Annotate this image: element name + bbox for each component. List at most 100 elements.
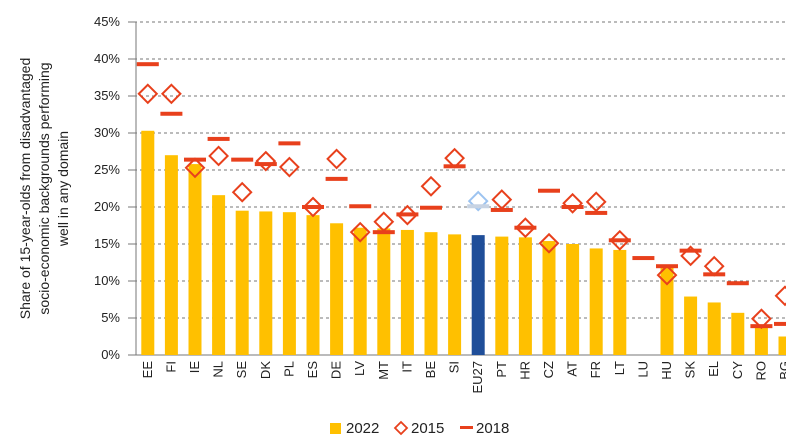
marker-diamond (467, 190, 489, 212)
bar (330, 223, 344, 355)
bar (778, 336, 786, 355)
x-tick-label: EL (706, 361, 721, 377)
marker-diamond (373, 211, 395, 233)
bar (353, 227, 367, 355)
marker-dash (608, 238, 631, 243)
x-tick-label: NL (211, 361, 226, 378)
marker-dash (490, 207, 513, 212)
marker-dash (420, 205, 442, 210)
x-tick-label: CY (730, 361, 745, 379)
y-tick-label: 15% (94, 236, 120, 251)
marker-dash (254, 162, 277, 167)
x-tick-label: SE (234, 361, 249, 379)
y-tick-label: 5% (101, 310, 120, 325)
marker-dash (514, 225, 537, 230)
x-tick-label: FR (588, 361, 603, 378)
bar (306, 215, 320, 355)
marker-diamond (680, 245, 702, 267)
x-tick-label: LV (352, 361, 367, 376)
marker-diamond (774, 285, 786, 307)
marker-dash (231, 157, 254, 162)
y-tick-label: 20% (94, 199, 120, 214)
bar (518, 237, 532, 355)
marker-dash (302, 205, 324, 209)
x-tick-label: IT (399, 361, 414, 373)
bar (495, 236, 509, 355)
x-tick-label: FI (163, 361, 178, 373)
y-axis-label: socio-economic backgrounds performing (36, 62, 52, 314)
bar (141, 130, 155, 355)
y-tick-label: 0% (101, 347, 120, 362)
marker-diamond (326, 148, 348, 170)
marker-dash (679, 248, 702, 253)
bar (707, 302, 721, 355)
marker-dash (656, 264, 678, 269)
marker-diamond (656, 264, 678, 286)
bar (259, 211, 273, 355)
bar (400, 229, 414, 355)
marker-dash (703, 272, 726, 277)
bar (684, 296, 698, 355)
bar (754, 326, 768, 355)
marker-diamond (231, 181, 253, 203)
marker-diamond (420, 175, 442, 197)
marker-diamond (137, 83, 159, 105)
marker-dash (160, 111, 183, 116)
bar (542, 241, 556, 355)
marker-dash (396, 212, 419, 217)
marker-dash (136, 62, 159, 67)
x-tick-label: ES (305, 361, 320, 379)
marker-dash (561, 205, 584, 209)
x-tick-label: AT (565, 361, 580, 377)
bar (164, 155, 178, 355)
x-tick-label: BG (777, 361, 786, 380)
bar (424, 232, 438, 355)
bar (613, 249, 627, 355)
plot-area: Share of 15-year-olds from disadvantaged… (17, 14, 786, 394)
marker-diamond (184, 157, 206, 179)
marker-dash (585, 210, 608, 215)
marker-dash (349, 204, 372, 209)
bar (731, 312, 745, 355)
x-tick-label: PL (281, 361, 296, 377)
y-tick-label: 40% (94, 51, 120, 66)
legend-label: 2015 (411, 420, 444, 437)
legend-label: 2018 (476, 420, 509, 437)
marker-diamond (302, 196, 324, 218)
bar (471, 235, 485, 355)
bar (566, 244, 580, 355)
bar (589, 248, 603, 355)
marker-diamond (208, 145, 230, 167)
legend-swatch (460, 426, 473, 429)
marker-diamond (491, 189, 513, 211)
x-tick-label: EU27 (470, 361, 485, 394)
y-tick-label: 10% (94, 273, 120, 288)
marker-dash (774, 321, 786, 326)
marker-diamond (278, 156, 300, 178)
marker-dash (184, 157, 206, 162)
marker-diamond (160, 83, 182, 105)
x-tick-label: HR (517, 361, 532, 380)
marker-dash (443, 164, 466, 169)
marker-dash (750, 324, 773, 329)
bar (212, 195, 226, 355)
bar (448, 234, 462, 355)
x-tick-label: IE (187, 361, 202, 374)
bar (660, 266, 674, 355)
x-tick-label: DE (329, 361, 344, 379)
x-tick-label: SI (447, 361, 462, 373)
marker-diamond (562, 192, 584, 214)
x-tick-label: CZ (541, 361, 556, 378)
x-tick-label: EE (140, 361, 155, 379)
marker-dash (467, 204, 490, 209)
y-tick-label: 45% (94, 14, 120, 29)
x-tick-label: MT (376, 361, 391, 380)
x-tick-label: LU (635, 361, 650, 378)
bar (377, 228, 391, 355)
x-tick-label: SK (683, 361, 698, 379)
marker-dash (372, 230, 395, 235)
x-tick-label: BE (423, 361, 438, 379)
marker-diamond (538, 232, 560, 254)
x-tick-label: LT (612, 361, 627, 375)
